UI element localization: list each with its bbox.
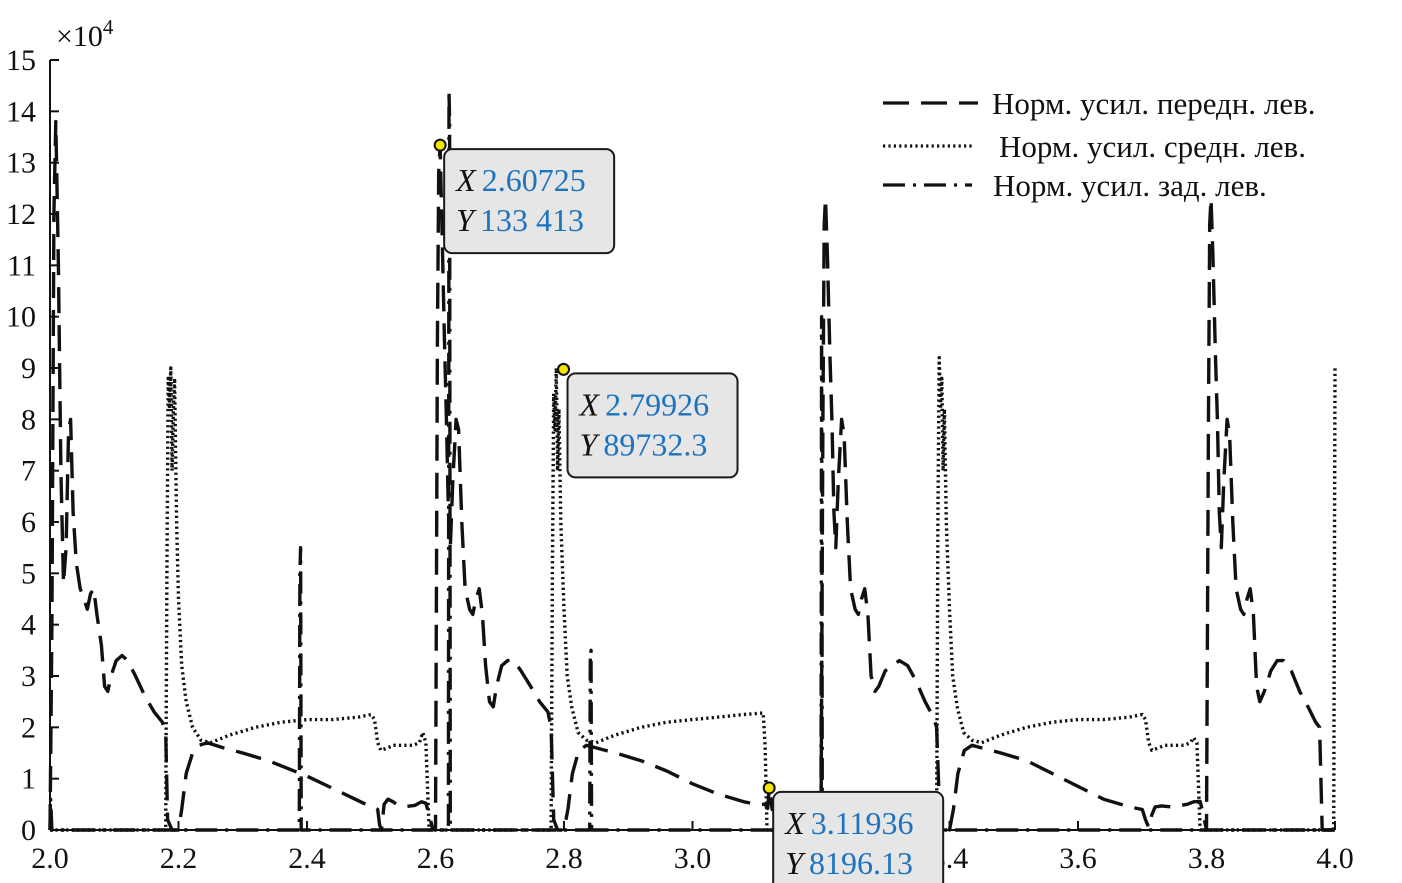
datatip-box: [772, 790, 945, 883]
x-tick-label: 3.6: [1059, 842, 1097, 875]
series-line-1: [48, 119, 1335, 832]
datatip-marker: [762, 781, 776, 795]
y-multiplier-base: ×10: [56, 20, 103, 53]
datatip-y-row: Y 8196.13: [785, 845, 913, 881]
y-tick-label: 5: [21, 557, 36, 590]
datatip-x-value: 3.11936: [811, 805, 914, 841]
y-tick-label: 6: [21, 506, 36, 539]
datatip-x-label: X: [454, 162, 477, 198]
y-tick-label: 14: [6, 95, 36, 128]
x-tick-label: 3.8: [1188, 842, 1226, 875]
datatip-x-value: 2.79926: [605, 386, 709, 422]
x-tick-label: 3.0: [674, 842, 712, 875]
y-tick-label: 3: [21, 660, 36, 693]
y-tick-label: 13: [6, 147, 36, 180]
y-multiplier-exponent: 4: [103, 15, 114, 39]
y-multiplier-label: ×104: [56, 15, 114, 53]
legend: Норм. усил. передн. лев. Норм. усил. сред…: [883, 86, 1316, 203]
datatip-x-label: X: [783, 805, 806, 841]
datatip-y-label: Y: [785, 845, 806, 881]
datatip-x-value: 2.60725: [482, 162, 586, 198]
x-tick-label: 2.2: [160, 842, 198, 875]
y-tick-label: 11: [7, 249, 36, 282]
y-tick-label: 1: [21, 763, 36, 796]
datatip-x-row: X 3.11936: [783, 805, 913, 841]
y-tick-label: 2: [21, 711, 36, 744]
x-tick-label: 4.0: [1316, 842, 1354, 875]
legend-label-2: Норм. усил. средн. лев.: [999, 129, 1306, 164]
datatip-y-value: 133 413: [480, 202, 584, 238]
y-tick-label: 10: [6, 301, 36, 334]
y-tick-label: 9: [21, 352, 36, 385]
datatip-y-label: Y: [580, 426, 601, 462]
datatip-marker: [557, 362, 571, 376]
y-tick-label: 12: [6, 198, 36, 231]
y-tick-label: 15: [6, 44, 36, 77]
y-tick-label: 0: [21, 814, 36, 847]
datatip-box: [443, 148, 616, 255]
datatip-x-label: X: [578, 386, 601, 422]
datatip-y-value: 8196.13: [809, 845, 913, 881]
datatip-x-row: X 2.79926: [578, 386, 710, 422]
legend-label-3: Норм. усил. зад. лев.: [993, 168, 1267, 203]
y-tick-label: 8: [21, 403, 36, 436]
datatip-x-row: X 2.60725: [454, 162, 586, 198]
datatip-box: [566, 372, 739, 479]
x-tick-label: 2.0: [31, 842, 69, 875]
y-tick-label: 4: [21, 609, 36, 642]
x-tick-label: 2.8: [545, 842, 583, 875]
datatip-marker: [433, 138, 447, 152]
legend-label-1: Норм. усил. передн. лев.: [992, 86, 1316, 121]
y-tick-label: 7: [21, 455, 36, 488]
series-line-2: [50, 356, 1337, 832]
datatip-y-row: Y 89732.3: [580, 426, 708, 462]
x-tick-label: 2.4: [288, 842, 326, 875]
datatip-y-label: Y: [456, 202, 477, 238]
datatip-y-value: 89732.3: [603, 426, 707, 462]
x-tick-label: 2.6: [417, 842, 455, 875]
datatip-y-row: Y 133 413: [456, 202, 584, 238]
